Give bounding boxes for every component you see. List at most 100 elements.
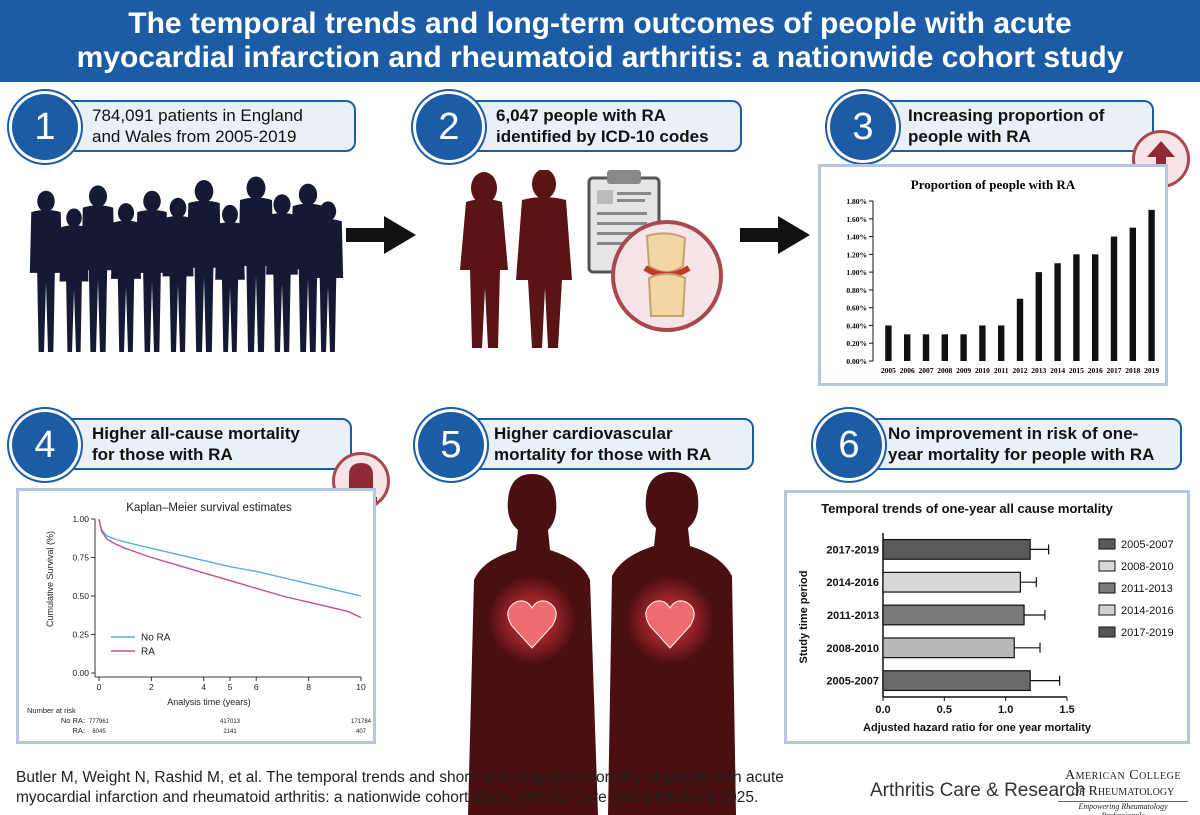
step-6-number: 6 (816, 412, 882, 478)
step-2-label: 6,047 people with RA identified by ICD-10… (448, 100, 742, 152)
up-arrow-icon (1147, 141, 1175, 177)
risk-table-value: 2141 (223, 729, 237, 735)
clipboard-icon (587, 170, 723, 332)
y-tick-label: 1.40% (846, 233, 867, 242)
bar (998, 325, 1005, 361)
legend-label: 2017-2019 (1121, 627, 1174, 639)
person-body (59, 225, 89, 352)
heart-icon (507, 600, 695, 649)
x-tick-label: 2012 (1013, 366, 1028, 375)
series-line (98, 518, 362, 619)
step-5-line-2: mortality for those with RA (494, 445, 712, 464)
person-silhouette (111, 203, 141, 352)
legend-label: 2005-2007 (1121, 539, 1174, 551)
person-body (266, 212, 298, 352)
kaplan-meier-chart: Kaplan–Meier survival estimates Cumulati… (27, 502, 372, 735)
person-body (215, 222, 245, 352)
y-tick-label: 0.40% (846, 321, 867, 330)
x-tick-label: 0 (97, 682, 102, 692)
y-tick-label: 0.50 (72, 591, 89, 601)
chart-panel-hazard: Temporal trends of one-year all cause mo… (784, 490, 1190, 744)
bar (882, 637, 1015, 659)
chart-panel-km: Kaplan–Meier survival estimates Cumulati… (16, 488, 376, 744)
person-body (135, 209, 169, 352)
step-3-label: Increasing proportion of people with RA (864, 100, 1154, 152)
title-line-1: The temporal trends and long-term outcom… (128, 7, 1072, 40)
person-head (319, 201, 337, 222)
risk-table-value: 407 (356, 729, 367, 735)
x-tick-label: 2 (149, 682, 154, 692)
bar (882, 670, 1031, 692)
y-axis-label: Cumulative Survival (%) (45, 531, 55, 627)
chart-panel-proportion: Proportion of people with RA 0.00% 0.20% 0… (818, 164, 1168, 386)
legend-label: 2008-2010 (1121, 561, 1174, 573)
step-2-line-2: identified by ICD-10 codes (496, 127, 709, 146)
y-tick-label: 2008-2010 (826, 643, 879, 655)
heart-silhouettes (468, 472, 736, 815)
y-tick-label: 0.75 (72, 553, 89, 563)
bar (1035, 272, 1042, 361)
person-head (117, 203, 135, 223)
step-5-line-1: Higher cardiovascular (494, 424, 673, 443)
person-head (246, 176, 266, 200)
citation-line-2: myocardial infarction and rheumatoid art… (16, 789, 759, 806)
bar (882, 604, 1025, 626)
proportion-bar-chart: Proportion of people with RA 0.00% 0.20% 0… (846, 177, 1159, 375)
person-body (162, 216, 194, 352)
bar (1148, 209, 1155, 361)
x-tick-label: 2016 (1088, 366, 1103, 375)
y-tick-label: 0.00% (846, 357, 867, 366)
x-tick-label: 2019 (1144, 366, 1159, 375)
person-head (169, 197, 187, 219)
x-tick-label: 0.0 (875, 704, 890, 716)
arrow-right-icon (346, 216, 416, 254)
step-3-line-2: people with RA (908, 127, 1031, 146)
chart-title: Proportion of people with RA (911, 177, 1076, 192)
step-5-label: Higher cardiovascular mortality for those… (450, 418, 754, 470)
y-tick-label: 2005-2007 (826, 676, 879, 688)
person-body (238, 197, 274, 352)
y-tick-label: 0.00 (72, 668, 89, 678)
bar (1092, 254, 1099, 361)
y-tick-label: 1.20% (846, 250, 867, 259)
bar (979, 325, 986, 361)
step-6-line-2: year mortality for people with RA (888, 445, 1155, 464)
x-tick-label: 2014 (1050, 366, 1065, 375)
y-tick-label: 2011-2013 (827, 610, 879, 622)
x-tick-label: 2015 (1069, 366, 1084, 375)
step-3-line-1: Increasing proportion of (908, 106, 1105, 125)
hazard-ratio-chart: Temporal trends of one-year all cause mo… (798, 501, 1174, 734)
y-tick-label: 0.20% (846, 339, 867, 348)
bar (1016, 298, 1024, 361)
x-tick-label: 5 (228, 682, 233, 692)
x-tick-label: 2007 (919, 366, 934, 375)
bar (960, 334, 967, 361)
journal-name: Arthritis Care & Research (870, 780, 1086, 801)
bar (1073, 254, 1080, 361)
step-1-number: 1 (12, 94, 78, 160)
bar (922, 334, 930, 361)
y-axis-label: Study time period (798, 571, 810, 664)
x-tick-label: 0.5 (937, 704, 952, 716)
y-tick-label: 1.80% (846, 197, 867, 206)
bar (885, 325, 892, 361)
x-tick-label: 2010 (975, 366, 990, 375)
step-1-label: 784,091 patients in England and Wales fro… (46, 100, 356, 152)
citation-line-1: Butler M, Weight N, Rashid M, et al. The… (16, 769, 784, 786)
y-tick-label: 0.60% (846, 304, 867, 313)
legend-swatch (1098, 582, 1116, 594)
x-tick-label: 2008 (937, 366, 952, 375)
bar (1054, 263, 1061, 361)
legend-swatch (1098, 538, 1116, 550)
citation: Butler M, Weight N, Rashid M, et al. The… (16, 768, 836, 808)
x-tick-label: 2011 (994, 366, 1009, 375)
person-head (222, 204, 238, 225)
legend-swatch (1098, 626, 1116, 638)
step-4-line-2: for those with RA (92, 445, 233, 464)
x-tick-label: 4 (201, 682, 206, 692)
page-title: The temporal trends and long-term outcom… (77, 7, 1124, 75)
step-3-number: 3 (830, 94, 896, 160)
y-tick-label: 0.25 (72, 630, 89, 640)
person-silhouette (215, 204, 245, 352)
acr-logo: American College of Rheumatology Empower… (1058, 768, 1188, 815)
